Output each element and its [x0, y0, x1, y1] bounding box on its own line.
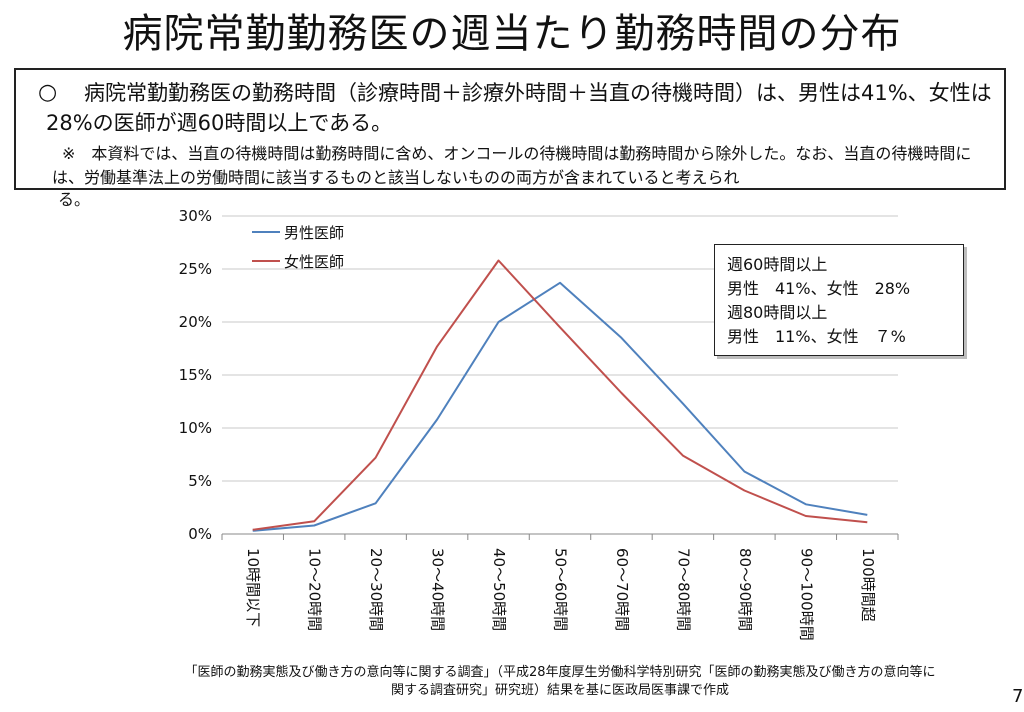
legend-label: 女性医師: [284, 253, 344, 271]
y-tick-label: 20%: [179, 313, 212, 331]
x-category-label: 10時間以下: [244, 548, 262, 627]
x-category-label: 20～30時間: [367, 548, 385, 631]
stats-80h-values: 男性 11%、女性 ７%: [727, 327, 906, 346]
stats-60h-heading: 週60時間以上: [727, 255, 828, 274]
x-category-label: 100時間超: [859, 548, 877, 622]
slide-title: 病院常勤勤務医の週当たり勤務時間の分布: [122, 11, 902, 57]
x-category-label: 70～80時間: [674, 548, 692, 631]
line-chart: 0% 5% 10% 15% 20% 25% 30% 10時間以下 10～20時間 20～30時間 3…: [179, 207, 899, 641]
stats-60h-values: 男性 41%、女性 28%: [727, 279, 911, 298]
note-marker: ※: [62, 144, 76, 163]
source-note: 「医師の勤務実態及び働き方の意向等に関する調査」（平成28年度厚生労働科学特別研…: [184, 665, 936, 698]
x-category-label: 50～60時間: [552, 548, 570, 631]
series-line: [252, 259, 868, 531]
chart-labels: 0% 5% 10% 15% 20% 25% 30% 10時間以下 10～20時間 20～30時間 3…: [179, 207, 877, 641]
summary-text: 病院常勤勤務医の勤務時間（診療時間＋診療外時間＋当直の待機時間）は、男性は41%…: [46, 81, 992, 135]
page-number: 7: [1012, 686, 1024, 707]
x-category-label: 40～50時間: [490, 548, 508, 631]
x-category-label: 30～40時間: [429, 548, 447, 631]
x-category-label: 80～90時間: [736, 548, 754, 631]
y-tick-label: 5%: [188, 472, 212, 490]
chart-series: [252, 259, 868, 532]
summary-note: ※ 本資料では、当直の待機時間は勤務時間に含め、オンコールの待機時間は勤務時間か…: [52, 142, 1002, 190]
x-category-label: 60～70時間: [613, 548, 631, 631]
x-category-label: 90～100時間: [797, 548, 815, 641]
y-tick-label: 30%: [179, 207, 212, 225]
y-tick-label: 25%: [179, 260, 212, 278]
series-line: [252, 281, 868, 532]
x-category-label: 10～20時間: [306, 548, 324, 631]
chart-grid: [222, 215, 898, 482]
stats-callout: 週60時間以上 男性 41%、女性 28% 週80時間以上 男性 11%、女性 …: [714, 244, 964, 356]
y-tick-label: 15%: [179, 366, 212, 384]
chart-axes: [221, 533, 899, 540]
note-text: 本資料では、当直の待機時間は勤務時間に含め、オンコールの待機時間は勤務時間から除…: [52, 144, 972, 187]
y-tick-label: 10%: [179, 419, 212, 437]
y-tick-label: 0%: [188, 525, 212, 543]
note-overflow-text: る。: [58, 190, 91, 209]
bullet-icon: ○: [38, 80, 58, 105]
legend-label: 男性医師: [284, 224, 344, 242]
stats-80h-heading: 週80時間以上: [727, 303, 828, 322]
summary-box: ○ 病院常勤勤務医の勤務時間（診療時間＋診療外時間＋当直の待機時間）は、男性は4…: [14, 68, 1006, 190]
